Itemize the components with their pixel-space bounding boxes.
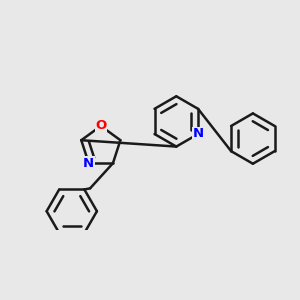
Text: O: O xyxy=(95,119,106,133)
Text: N: N xyxy=(83,157,94,170)
Text: N: N xyxy=(193,128,204,140)
